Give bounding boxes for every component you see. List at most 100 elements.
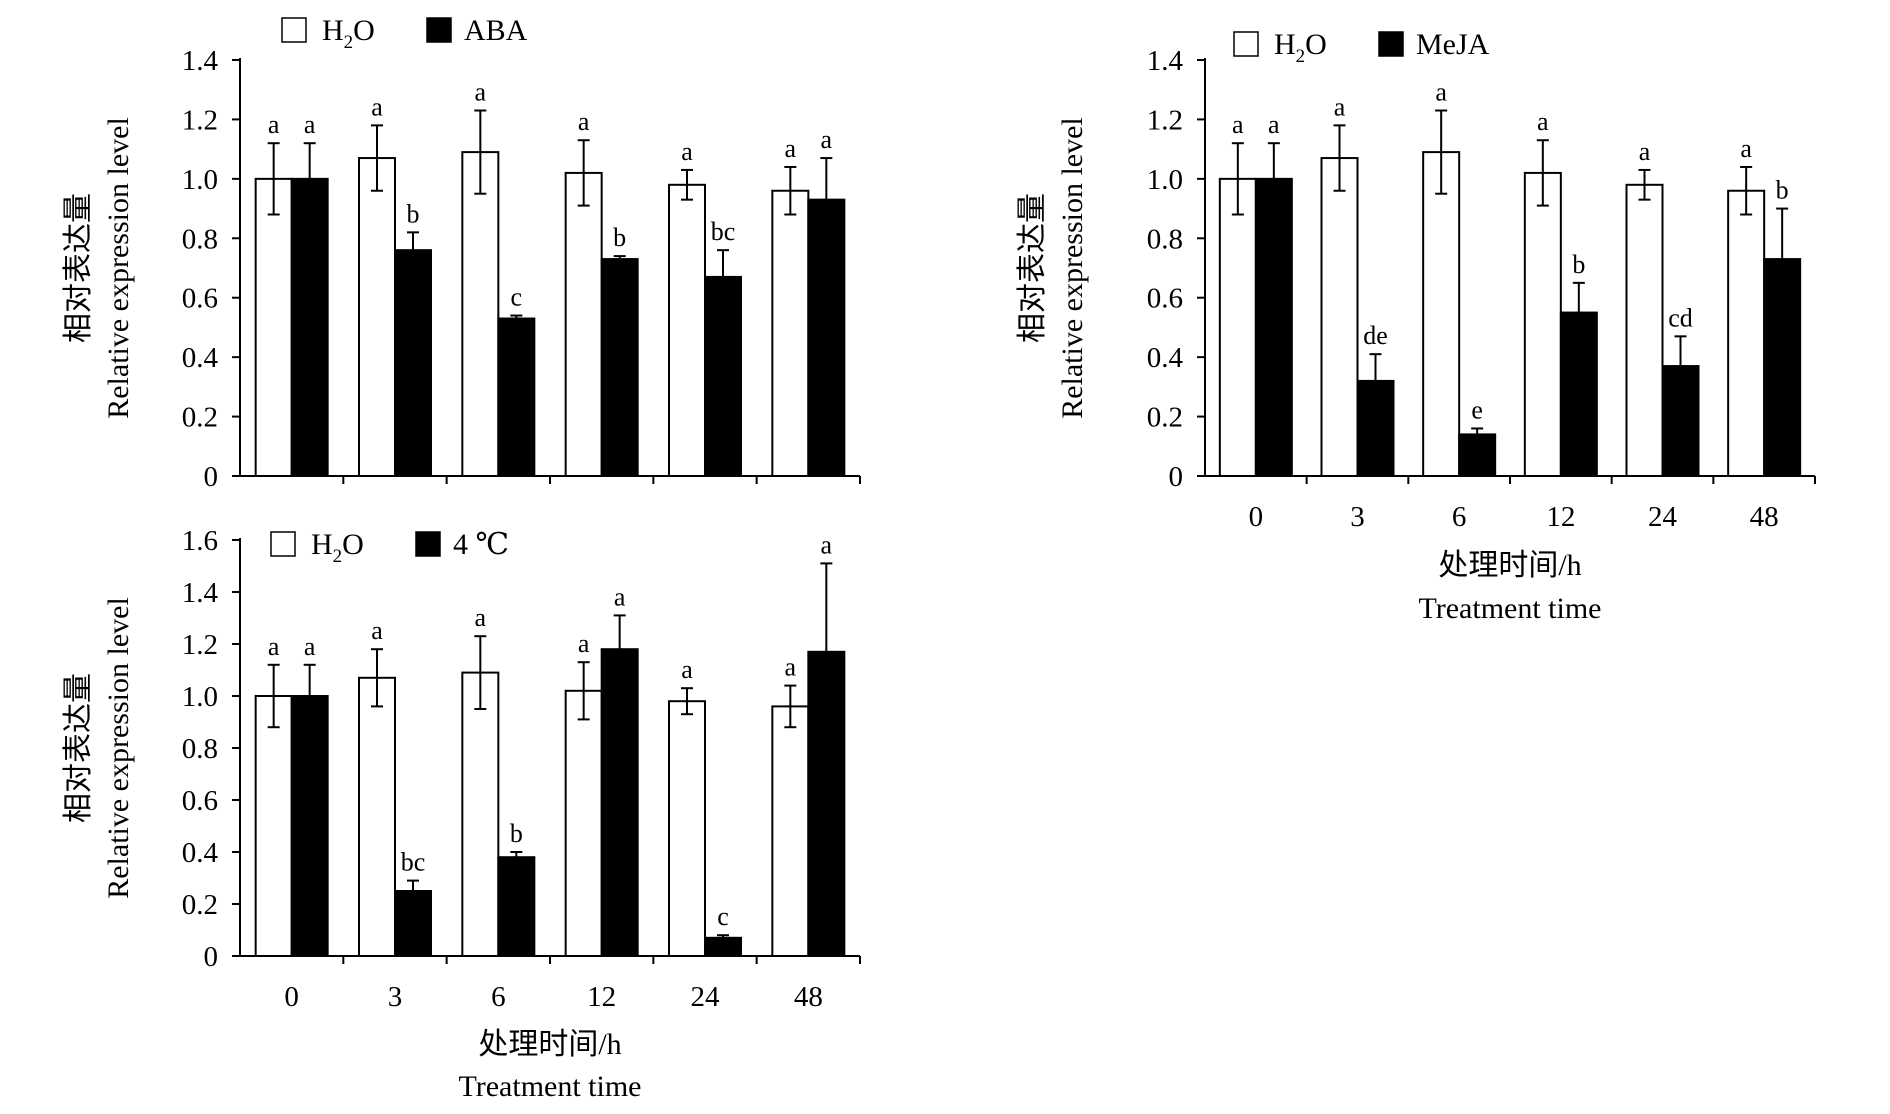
significance-label: a — [304, 110, 316, 139]
significance-label: a — [475, 78, 487, 107]
significance-label: b — [510, 819, 523, 848]
y-tick-label: 0.6 — [1147, 283, 1183, 315]
significance-label: a — [268, 632, 280, 661]
significance-label: c — [717, 902, 729, 931]
bar-H2O-3 — [358, 676, 396, 957]
x-tick-label: 48 — [1750, 501, 1779, 533]
y-tick-label: 0.6 — [182, 785, 218, 817]
bar-ABA-6 — [497, 317, 536, 477]
bar-H2O-12 — [1523, 171, 1562, 478]
significance-label: a — [614, 582, 626, 611]
significance-label: a — [304, 632, 316, 661]
legend-swatch-treatment — [426, 17, 452, 43]
significance-label: a — [785, 653, 797, 682]
legend-label-treatment: ABA — [464, 14, 528, 47]
bar-4℃-12 — [600, 648, 639, 957]
legend-label-treatment: MeJA — [1416, 28, 1490, 61]
bar-ABA-0 — [290, 177, 329, 477]
significance-label: a — [681, 655, 693, 684]
significance-label: a — [268, 110, 280, 139]
y-tick-label: 1.4 — [182, 577, 219, 609]
bar-H2O-48 — [1727, 189, 1766, 477]
significance-label: a — [475, 603, 487, 632]
x-tick-label: 12 — [1546, 501, 1575, 533]
y-tick-label: 1.2 — [182, 104, 218, 136]
significance-label: de — [1363, 321, 1388, 350]
legend-swatch-h2o — [1233, 31, 1259, 57]
bar-4℃-24 — [704, 936, 742, 957]
significance-label: a — [821, 530, 833, 559]
bar-H2O-6 — [461, 151, 500, 477]
x-tick-label: 24 — [691, 981, 721, 1013]
x-tick-label: 3 — [388, 981, 403, 1013]
y-tick-label: 0.2 — [182, 889, 218, 921]
significance-label: b — [613, 223, 626, 252]
x-tick-label: 0 — [1249, 501, 1264, 533]
bar-MeJA-6 — [1458, 433, 1497, 477]
bar-H2O-0 — [1218, 177, 1257, 477]
legend-label-treatment: 4 ℃ — [453, 528, 509, 561]
bar-H2O-24 — [1625, 183, 1664, 478]
legend-swatch-treatment — [415, 531, 441, 557]
significance-label: c — [511, 283, 523, 312]
y-tick-label: 1.2 — [1147, 104, 1183, 136]
x-tick-label: 24 — [1648, 501, 1678, 533]
bar-4℃-0 — [290, 695, 329, 957]
bar-H2O-12 — [564, 171, 603, 478]
significance-label: a — [371, 616, 383, 645]
significance-label: a — [1740, 134, 1752, 163]
x-axis-title-cn: 处理时间/h — [478, 1028, 621, 1061]
y-tick-label: 0.2 — [1147, 402, 1183, 434]
y-tick-label: 1.4 — [1147, 45, 1184, 77]
significance-label: bc — [401, 848, 426, 877]
y-tick-label: 0 — [204, 941, 219, 973]
y-axis-title-cn: 相对表达量 — [1016, 193, 1049, 343]
significance-label: b — [407, 199, 420, 228]
y-tick-label: 1.4 — [182, 45, 219, 77]
x-axis-title-en: Treatment time — [458, 1070, 641, 1103]
significance-label: a — [681, 137, 693, 166]
y-tick-label: 0.6 — [182, 283, 218, 315]
y-tick-label: 0.8 — [182, 223, 218, 255]
significance-label: a — [1268, 110, 1280, 139]
bar-ABA-12 — [600, 258, 639, 478]
bar-H2O-3 — [358, 157, 396, 478]
legend-label-h2o: H2O — [311, 528, 364, 567]
bar-H2O-24 — [668, 183, 706, 478]
significance-label: bc — [711, 217, 736, 246]
y-tick-label: 1.0 — [182, 164, 218, 196]
y-tick-label: 0.4 — [1147, 342, 1184, 374]
y-axis-title-en: Relative expression level — [102, 597, 135, 899]
significance-label: a — [1232, 110, 1244, 139]
significance-label: a — [785, 134, 797, 163]
y-axis-title-cn: 相对表达量 — [62, 193, 95, 343]
y-tick-label: 1.6 — [182, 525, 218, 557]
y-tick-label: 0.8 — [182, 733, 218, 765]
bar-ABA-3 — [394, 249, 432, 477]
legend: H2O 4 ℃ — [270, 528, 509, 567]
y-tick-label: 0 — [204, 461, 219, 493]
x-tick-label: 48 — [794, 981, 823, 1013]
legend-swatch-treatment — [1378, 31, 1404, 57]
y-axis-title-en: Relative expression level — [1056, 117, 1089, 419]
y-tick-label: 1.2 — [182, 629, 218, 661]
y-tick-label: 0.2 — [182, 402, 218, 434]
significance-label: a — [1334, 92, 1346, 121]
significance-label: cd — [1668, 303, 1693, 332]
bar-ABA-48 — [807, 198, 846, 478]
bar-MeJA-0 — [1254, 177, 1293, 477]
bar-H2O-3 — [1320, 157, 1359, 478]
y-axis-title-cn: 相对表达量 — [62, 673, 95, 823]
bar-H2O-0 — [254, 177, 293, 477]
bar-ABA-24 — [704, 275, 742, 477]
significance-label: a — [578, 107, 590, 136]
y-tick-label: 1.0 — [182, 681, 218, 713]
bar-H2O-6 — [461, 671, 500, 957]
y-tick-label: 1.0 — [1147, 164, 1183, 196]
legend-label-h2o: H2O — [322, 14, 375, 53]
significance-label: a — [578, 629, 590, 658]
legend-swatch-h2o — [270, 531, 296, 557]
